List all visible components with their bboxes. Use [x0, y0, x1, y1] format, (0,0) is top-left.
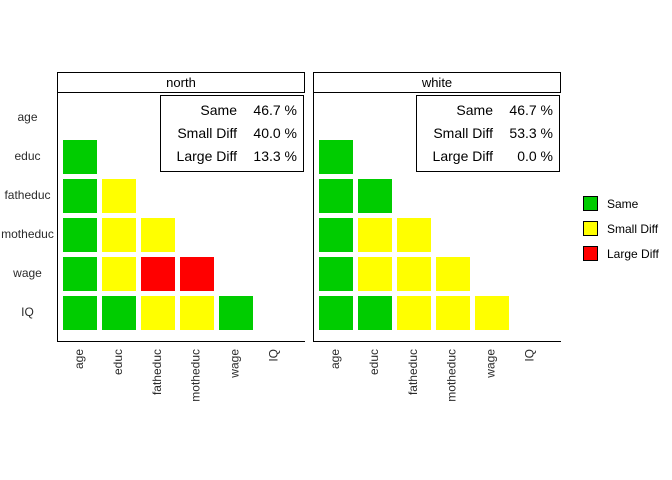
x-axis-label-wage: wage — [228, 349, 242, 378]
stat-same-label: Same — [456, 102, 493, 118]
y-axis-label-IQ: IQ — [21, 305, 34, 319]
stat-same-value: 46.7 % — [509, 102, 553, 118]
matrix-cell-motheduc-vs-educ — [358, 218, 392, 252]
x-axis-label-age: age — [328, 349, 342, 370]
facet-title-north: north — [166, 75, 196, 90]
matrix-cell-motheduc-vs-fatheduc — [397, 218, 431, 252]
x-axis-label-fatheduc: fatheduc — [150, 349, 164, 396]
stat-same-label: Same — [200, 102, 237, 118]
x-axis-label-age: age — [72, 349, 86, 370]
stat-smalldiff-label: Small Diff — [177, 125, 237, 141]
legend-label-same: Same — [607, 196, 639, 211]
x-axis-label-motheduc: motheduc — [445, 349, 459, 402]
stat-largediff-label: Large Diff — [432, 148, 493, 164]
y-axis-label-educ: educ — [14, 149, 41, 163]
x-axis-white: age educ fatheduc motheduc wage IQ — [313, 343, 561, 421]
matrix-cell-educ-vs-age — [63, 140, 97, 174]
legend-swatch-same — [583, 196, 598, 211]
matrix-cell-motheduc-vs-fatheduc — [141, 218, 175, 252]
stat-same-value: 46.7 % — [253, 102, 297, 118]
legend-label-largediff: Large Diff — [607, 246, 659, 261]
matrix-cell-motheduc-vs-age — [319, 218, 353, 252]
legend-swatch-smalldiff — [583, 221, 598, 236]
matrix-cell-IQ-vs-educ — [102, 296, 136, 330]
legend-entry-largediff: Large Diff — [583, 241, 659, 266]
legend-entry-same: Same — [583, 191, 659, 216]
stat-smalldiff-value: 40.0 % — [253, 125, 297, 141]
x-axis-label-fatheduc: fatheduc — [406, 349, 420, 396]
facet-panel-north: north Same 46.7 % Small Diff 40.0 % Larg… — [57, 72, 305, 402]
y-axis-label-motheduc: motheduc — [1, 227, 54, 241]
matrix-cell-IQ-vs-motheduc — [180, 296, 214, 330]
legend-entry-smalldiff: Small Diff — [583, 216, 659, 241]
matrix-cell-wage-vs-motheduc — [180, 257, 214, 291]
matrix-cell-IQ-vs-educ — [358, 296, 392, 330]
matrix-cell-wage-vs-fatheduc — [141, 257, 175, 291]
matrix-cell-fatheduc-vs-age — [63, 179, 97, 213]
x-axis-label-IQ: IQ — [267, 349, 281, 362]
x-axis-label-wage: wage — [484, 349, 498, 378]
stat-largediff-value: 13.3 % — [253, 148, 297, 164]
legend: Same Small Diff Large Diff — [583, 191, 659, 266]
stat-smalldiff-label: Small Diff — [433, 125, 493, 141]
stats-box-north: Same 46.7 % Small Diff 40.0 % Large Diff… — [160, 95, 304, 172]
stat-largediff-value: 0.0 % — [517, 148, 553, 164]
matrix-cell-wage-vs-fatheduc — [397, 257, 431, 291]
matrix-cell-wage-vs-age — [319, 257, 353, 291]
matrix-cell-IQ-vs-wage — [475, 296, 509, 330]
facet-strip-north: north — [57, 72, 305, 93]
matrix-cell-fatheduc-vs-age — [319, 179, 353, 213]
matrix-cell-fatheduc-vs-educ — [102, 179, 136, 213]
matrix-cell-motheduc-vs-educ — [102, 218, 136, 252]
matrix-cell-IQ-vs-fatheduc — [141, 296, 175, 330]
y-axis-labels: age educ fatheduc motheduc wage IQ — [0, 0, 55, 480]
facet-panel-white: white Same 46.7 % Small Diff 53.3 % Larg… — [313, 72, 561, 402]
y-axis-label-fatheduc: fatheduc — [4, 188, 51, 202]
matrix-cell-IQ-vs-wage — [219, 296, 253, 330]
facet-title-white: white — [421, 75, 453, 90]
matrix-cell-IQ-vs-motheduc — [436, 296, 470, 330]
plot-area-white: Same 46.7 % Small Diff 53.3 % Large Diff… — [313, 93, 561, 342]
matrix-cell-motheduc-vs-age — [63, 218, 97, 252]
x-axis-label-educ: educ — [367, 349, 381, 376]
y-axis-label-age: age — [17, 110, 38, 124]
matrix-cell-fatheduc-vs-educ — [358, 179, 392, 213]
stat-smalldiff-value: 53.3 % — [509, 125, 553, 141]
x-axis-label-educ: educ — [111, 349, 125, 376]
stats-box-white: Same 46.7 % Small Diff 53.3 % Large Diff… — [416, 95, 560, 172]
matrix-cell-wage-vs-educ — [102, 257, 136, 291]
matrix-cell-wage-vs-motheduc — [436, 257, 470, 291]
stat-largediff-label: Large Diff — [176, 148, 237, 164]
y-axis-label-wage: wage — [13, 266, 42, 280]
x-axis-label-motheduc: motheduc — [189, 349, 203, 402]
matrix-cell-IQ-vs-age — [63, 296, 97, 330]
matrix-cell-IQ-vs-age — [319, 296, 353, 330]
matrix-cell-wage-vs-age — [63, 257, 97, 291]
plot-area-north: Same 46.7 % Small Diff 40.0 % Large Diff… — [57, 93, 305, 342]
matrix-cell-IQ-vs-fatheduc — [397, 296, 431, 330]
facet-strip-white: white — [313, 72, 561, 93]
x-axis-label-IQ: IQ — [523, 349, 537, 362]
matrix-cell-wage-vs-educ — [358, 257, 392, 291]
matrix-cell-educ-vs-age — [319, 140, 353, 174]
legend-swatch-largediff — [583, 246, 598, 261]
x-axis-north: age educ fatheduc motheduc wage IQ — [57, 343, 305, 421]
legend-label-smalldiff: Small Diff — [607, 221, 659, 236]
